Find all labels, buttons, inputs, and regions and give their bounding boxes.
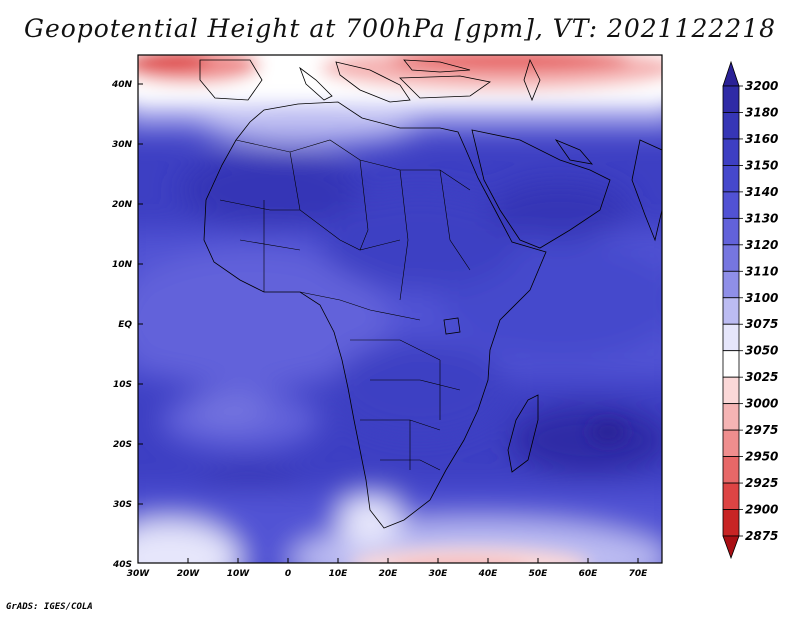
lat-label: EQ <box>118 320 132 330</box>
lon-label: 30W <box>127 569 151 579</box>
africa-coast <box>203 101 547 529</box>
lon-label: 10W <box>227 569 251 579</box>
colorbar-cell <box>722 429 740 457</box>
lake-victoria <box>443 317 461 335</box>
height-field <box>138 55 662 563</box>
colorbar-cell <box>722 509 740 537</box>
lat-label: 20S <box>113 440 132 450</box>
grads-credit: GrADS: IGES/COLA <box>6 602 93 612</box>
lat-label: 40S <box>112 560 132 570</box>
lat-label: 10S <box>113 380 132 390</box>
colorbar-label: 3160 <box>745 132 778 146</box>
lon-label: 10E <box>329 569 349 579</box>
colorbar-label: 2875 <box>745 529 778 543</box>
balkans <box>335 61 411 103</box>
black-sea <box>403 59 471 73</box>
colorbar-label: 3150 <box>745 158 778 172</box>
colorbar-label: 3025 <box>745 370 778 384</box>
lon-label: 40E <box>478 569 499 579</box>
lon-label: 70E <box>629 569 649 579</box>
colorbar-cell <box>722 456 740 484</box>
lon-label: 20W <box>177 569 201 579</box>
colorbar-cell <box>722 138 740 166</box>
lat-label: 20N <box>112 200 133 210</box>
colorbar-label: 2925 <box>745 476 778 490</box>
borders <box>219 139 471 471</box>
colorbar-cell <box>722 244 740 272</box>
colorbar-label: 3110 <box>745 264 778 278</box>
colorbar-label: 3120 <box>745 238 778 252</box>
colorbar-cell <box>722 112 740 140</box>
colorbar-label: 3050 <box>745 344 778 358</box>
colorbar-cell <box>722 350 740 378</box>
turkey <box>399 75 491 99</box>
colorbar-label: 3130 <box>745 211 778 225</box>
colorbar-cell <box>722 482 740 510</box>
italy <box>299 66 333 101</box>
colorbar-cell <box>722 297 740 325</box>
india <box>631 139 662 242</box>
iberia <box>199 59 263 101</box>
lat-label: 40N <box>111 80 133 90</box>
colorbar-cell <box>722 403 740 431</box>
lon-label: 20E <box>379 569 399 579</box>
colorbar-label: 3075 <box>745 317 778 331</box>
map-frame <box>137 54 663 564</box>
colorbar-label: 2900 <box>745 503 778 517</box>
lon-label: 30E <box>429 569 449 579</box>
colorbar-label: 3100 <box>745 291 778 305</box>
latitude-labels: 40N 30N 20N 10N EQ 10S 20S 30S 40S <box>111 80 133 570</box>
arabia <box>471 129 611 249</box>
map-title: Geopotential Height at 700hPa [gpm], VT:… <box>23 14 777 43</box>
colorbar-label: 3200 <box>745 79 778 93</box>
colorbar-cell <box>722 191 740 219</box>
colorbar-label: 3000 <box>745 397 778 411</box>
lat-label: 30S <box>113 500 132 510</box>
lat-label: 10N <box>112 260 133 270</box>
lon-label: 60E <box>579 569 599 579</box>
colorbar-label: 3140 <box>745 185 778 199</box>
colorbar-cell <box>722 217 740 246</box>
coastlines <box>199 58 662 529</box>
colorbar-cell <box>722 376 740 405</box>
persian-gulf <box>554 139 594 165</box>
colorbar-label: 2975 <box>745 423 778 437</box>
caspian <box>523 58 541 102</box>
colorbar-cell <box>722 323 740 352</box>
tick-marks <box>138 83 639 563</box>
colorbar-cell <box>722 165 740 193</box>
colorbar-label: 3180 <box>745 105 778 119</box>
lon-label: 0 <box>285 569 291 579</box>
lat-label: 30N <box>112 140 133 150</box>
longitude-labels: 30W 20W 10W 0 10E 20E 30E 40E 50E 60E 70… <box>127 569 648 579</box>
lon-label: 50E <box>529 569 549 579</box>
colorbar-cell <box>722 270 740 299</box>
colorbar-cell <box>722 85 740 113</box>
colorbar-top-arrow <box>722 60 740 87</box>
madagascar <box>507 394 539 473</box>
colorbar: 3200 3180 3160 3150 3140 3130 3120 3110 3100 3075… <box>722 60 778 560</box>
colorbar-label: 2950 <box>745 450 778 464</box>
colorbar-bottom-arrow <box>722 535 740 560</box>
